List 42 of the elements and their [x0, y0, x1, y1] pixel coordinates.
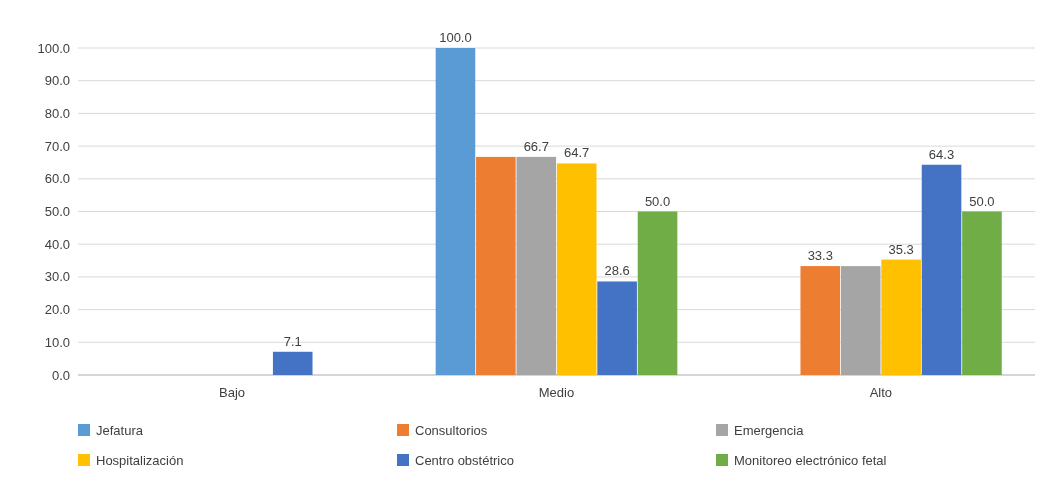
data-label: 33.3 — [807, 248, 833, 264]
bar — [637, 211, 678, 375]
data-label: 64.3 — [928, 146, 955, 162]
y-tick-label: 90.0 — [44, 73, 70, 89]
bar — [435, 48, 476, 375]
legend-label: Hospitalización — [96, 452, 184, 468]
data-label: 28.6 — [604, 263, 630, 279]
legend-label: Emergencia — [734, 422, 805, 438]
bar — [556, 163, 597, 375]
data-label: 35.3 — [888, 241, 914, 257]
y-tick-label: 50.0 — [44, 204, 70, 220]
x-tick-label: Medio — [538, 385, 575, 400]
bar — [962, 211, 1002, 375]
bar — [800, 266, 841, 375]
bar — [881, 259, 921, 375]
y-tick-label: 70.0 — [44, 138, 70, 154]
legend-label: Consultorios — [415, 422, 488, 438]
y-tick-label: 30.0 — [44, 269, 70, 285]
data-label: 50.0 — [644, 193, 671, 209]
bar — [597, 281, 637, 375]
y-tick-label: 100.0 — [37, 40, 70, 56]
x-tick-label: Bajo — [219, 385, 246, 400]
legend-label: Centro obstétrico — [415, 452, 514, 468]
data-label: 66.7 — [523, 138, 549, 154]
legend-label: Jefatura — [96, 422, 144, 438]
x-tick-label: Alto — [869, 385, 893, 400]
y-tick-label: 60.0 — [44, 171, 70, 187]
y-tick-label: 0.0 — [51, 367, 70, 383]
data-label: 50.0 — [969, 193, 995, 209]
data-label: 64.7 — [564, 145, 590, 161]
bar — [476, 156, 516, 375]
bar — [840, 266, 881, 375]
y-tick-label: 80.0 — [44, 105, 70, 121]
legend-label: Monitoreo electrónico fetal — [734, 452, 887, 468]
bar — [921, 164, 962, 375]
bar — [516, 156, 557, 375]
y-tick-label: 10.0 — [44, 334, 70, 350]
data-label: 7.1 — [283, 333, 302, 349]
bar — [272, 351, 313, 375]
y-tick-label: 40.0 — [44, 236, 70, 252]
y-tick-label: 20.0 — [44, 302, 70, 318]
data-label: 100.0 — [439, 30, 472, 45]
